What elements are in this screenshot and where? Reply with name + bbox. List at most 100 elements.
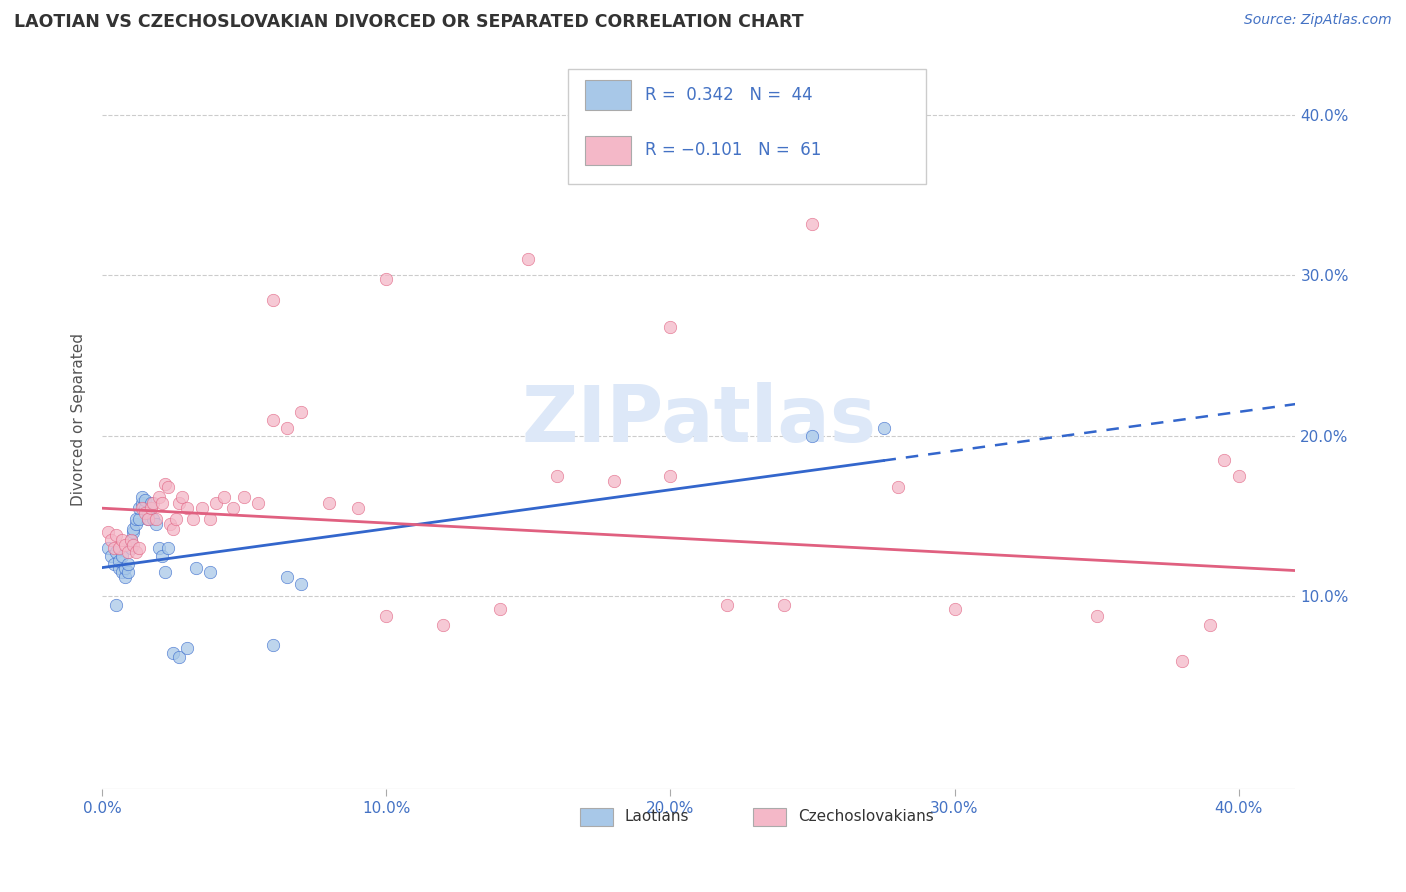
Point: [125, 517, 148, 532]
Point: [262, 638, 284, 652]
FancyBboxPatch shape: [585, 80, 631, 110]
Point: [602, 474, 624, 488]
Point: [659, 469, 682, 483]
Point: [517, 252, 540, 267]
Point: [103, 558, 125, 572]
Point: [100, 533, 122, 548]
Point: [886, 480, 908, 494]
Point: [117, 566, 139, 580]
Point: [145, 517, 167, 532]
Point: [97, 525, 120, 540]
Text: ZIPatlas: ZIPatlas: [522, 382, 876, 458]
Point: [108, 560, 131, 574]
Point: [111, 566, 134, 580]
Point: [276, 570, 298, 584]
Point: [122, 522, 145, 536]
Point: [165, 512, 187, 526]
Point: [1171, 654, 1194, 668]
Point: [1199, 618, 1222, 632]
Point: [247, 496, 270, 510]
Point: [262, 413, 284, 427]
Point: [943, 602, 966, 616]
Point: [162, 646, 184, 660]
Point: [290, 405, 312, 419]
Point: [117, 544, 139, 558]
Point: [773, 598, 796, 612]
Point: [148, 490, 170, 504]
Point: [105, 544, 128, 558]
Point: [108, 554, 131, 568]
Point: [156, 480, 179, 494]
Point: [108, 541, 131, 556]
Point: [546, 469, 568, 483]
Point: [134, 506, 156, 520]
Point: [262, 293, 284, 307]
Point: [176, 501, 198, 516]
Point: [659, 319, 682, 334]
Point: [128, 501, 150, 516]
Point: [139, 496, 162, 510]
Point: [276, 421, 298, 435]
Point: [184, 560, 207, 574]
Point: [150, 549, 173, 564]
Point: [801, 217, 824, 231]
Point: [131, 501, 153, 516]
Point: [170, 490, 193, 504]
Point: [114, 570, 136, 584]
Point: [122, 538, 145, 552]
Point: [125, 512, 148, 526]
Point: [489, 602, 512, 616]
Point: [290, 576, 312, 591]
Point: [1085, 608, 1108, 623]
Point: [103, 541, 125, 556]
Point: [148, 541, 170, 556]
Point: [156, 541, 179, 556]
FancyBboxPatch shape: [568, 70, 925, 184]
Point: [198, 512, 221, 526]
Point: [134, 501, 156, 516]
Point: [153, 566, 176, 580]
Point: [117, 558, 139, 572]
Text: LAOTIAN VS CZECHOSLOVAKIAN DIVORCED OR SEPARATED CORRELATION CHART: LAOTIAN VS CZECHOSLOVAKIAN DIVORCED OR S…: [14, 13, 804, 31]
Point: [128, 512, 150, 526]
Point: [120, 533, 142, 548]
Text: R =  0.342   N =  44: R = 0.342 N = 44: [645, 86, 813, 104]
Point: [136, 506, 159, 520]
Point: [114, 560, 136, 574]
Point: [153, 477, 176, 491]
Point: [128, 541, 150, 556]
Point: [318, 496, 340, 510]
Point: [167, 496, 190, 510]
Point: [801, 429, 824, 443]
Point: [872, 421, 894, 435]
Point: [347, 501, 370, 516]
Point: [162, 522, 184, 536]
Point: [122, 525, 145, 540]
Point: [375, 271, 398, 285]
Point: [139, 501, 162, 516]
Point: [190, 501, 212, 516]
Point: [125, 544, 148, 558]
Text: R = −0.101   N =  61: R = −0.101 N = 61: [645, 141, 821, 160]
Point: [134, 493, 156, 508]
Point: [105, 528, 128, 542]
Point: [1213, 453, 1236, 467]
Point: [114, 538, 136, 552]
Point: [136, 512, 159, 526]
Point: [120, 533, 142, 548]
Point: [131, 496, 153, 510]
Point: [432, 618, 454, 632]
FancyBboxPatch shape: [579, 807, 613, 826]
Point: [145, 512, 167, 526]
Point: [136, 512, 159, 526]
Point: [159, 517, 181, 532]
FancyBboxPatch shape: [585, 136, 631, 165]
Point: [214, 490, 236, 504]
Point: [97, 541, 120, 556]
Point: [716, 598, 738, 612]
Text: Laotians: Laotians: [624, 809, 689, 824]
Point: [233, 490, 256, 504]
Point: [100, 549, 122, 564]
Point: [1227, 469, 1250, 483]
Point: [375, 608, 398, 623]
